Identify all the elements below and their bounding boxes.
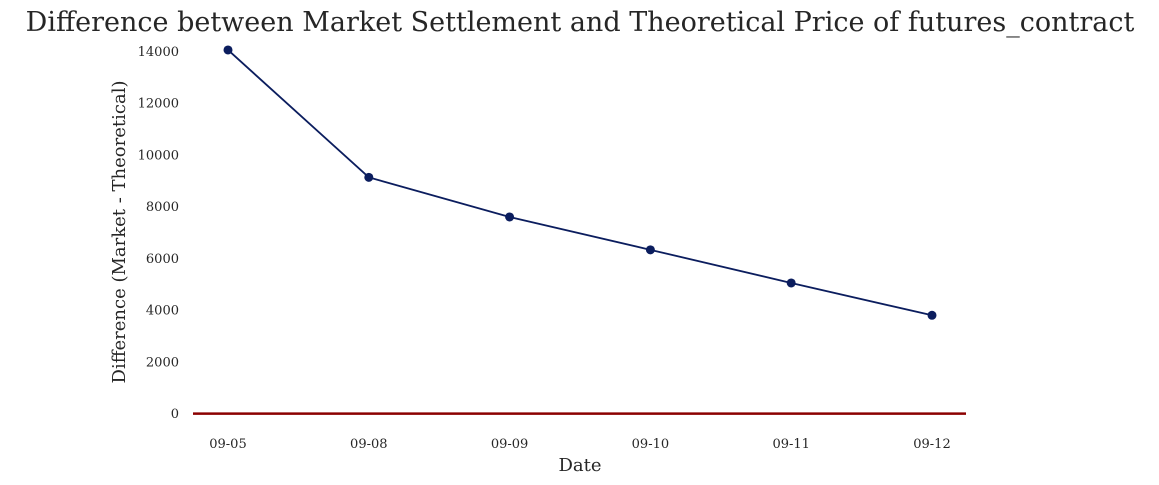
x-tick-labels: 09-05 09-08 09-09 09-10 09-11 09-12 bbox=[209, 437, 950, 452]
x-tick-label: 09-05 bbox=[209, 437, 246, 452]
data-point bbox=[786, 278, 796, 288]
x-tick-label: 09-12 bbox=[913, 437, 950, 452]
series-line bbox=[227, 49, 933, 317]
x-tick-label: 09-08 bbox=[350, 437, 387, 452]
y-axis-label: Difference (Market - Theoretical) bbox=[109, 81, 130, 384]
y-tick-labels: 0 2000 4000 6000 8000 10000 12000 14000 bbox=[138, 45, 179, 422]
x-axis-label: Date bbox=[558, 455, 601, 476]
x-tick-label: 09-09 bbox=[491, 437, 528, 452]
y-tick-label: 0 bbox=[171, 407, 179, 422]
y-tick-label: 2000 bbox=[146, 355, 179, 370]
y-tick-label: 6000 bbox=[146, 252, 179, 267]
chart-title: Difference between Market Settlement and… bbox=[26, 7, 1135, 38]
data-point bbox=[645, 245, 655, 255]
data-point bbox=[927, 310, 937, 320]
x-tick-label: 09-11 bbox=[772, 437, 809, 452]
data-point bbox=[505, 212, 515, 222]
series-layer bbox=[223, 45, 937, 320]
data-point bbox=[223, 45, 233, 55]
y-tick-label: 12000 bbox=[138, 97, 179, 112]
x-tick-label: 09-10 bbox=[632, 437, 669, 452]
y-tick-label: 10000 bbox=[138, 148, 179, 163]
y-tick-label: 8000 bbox=[146, 200, 179, 215]
y-tick-label: 14000 bbox=[138, 45, 179, 60]
y-tick-label: 4000 bbox=[146, 304, 179, 319]
data-point bbox=[364, 172, 374, 182]
